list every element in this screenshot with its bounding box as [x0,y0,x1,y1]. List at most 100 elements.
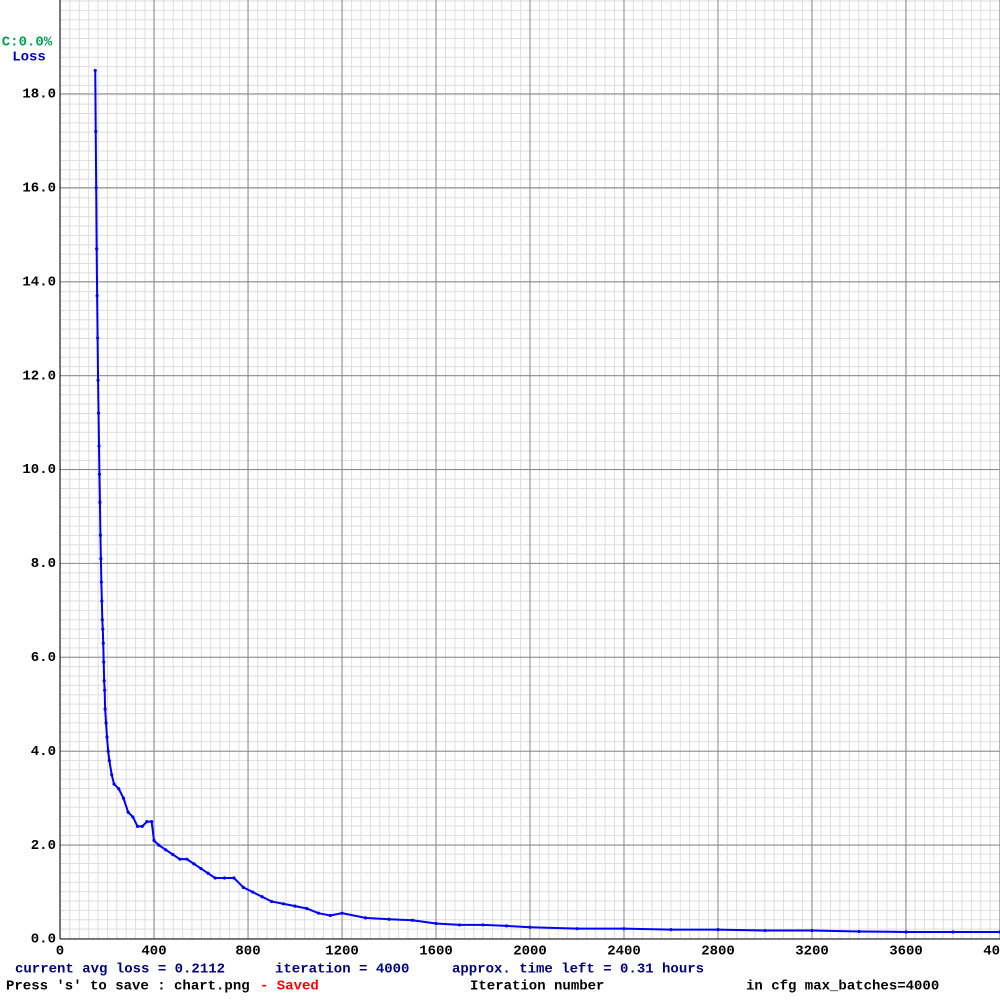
x-tick-label: 3200 [795,944,829,960]
iteration-status: iteration = 4000 [275,962,409,978]
loss-point [951,930,955,934]
x-axis-label: Iteration number [470,979,604,995]
y-tick-label: 18.0 [22,87,56,103]
loss-point [206,871,210,875]
accuracy-label: C:0.0% [2,35,53,51]
loss-point [96,378,100,382]
loss-point [106,749,110,753]
loss-point [145,820,149,824]
loss-point [96,411,101,415]
loss-point [131,815,135,819]
saved-status: - Saved [260,979,319,995]
loss-point [95,294,99,298]
loss-point [104,721,108,725]
loss-point [340,911,344,915]
loss-line [94,70,1000,933]
loss-point [504,924,509,928]
loss-point [199,866,203,871]
loss-point [241,885,245,889]
x-tick-label: 800 [235,944,260,960]
loss-point [305,906,309,911]
loss-point [260,895,264,899]
loss-point [575,927,579,931]
loss-point [281,902,285,906]
y-tick-label: 16.0 [22,181,56,197]
loss-point [387,917,391,921]
loss-point [178,857,182,861]
loss-point [100,618,104,622]
loss-point [117,787,121,791]
loss-point [716,928,720,932]
loss-point [94,129,98,134]
loss-point [232,876,236,880]
x-tick-label: 2000 [513,944,547,960]
loss-point [269,899,274,904]
y-tick-label: 14.0 [22,274,56,290]
loss-point [293,904,297,908]
loss-point [316,911,321,915]
loss-point [95,247,99,251]
loss-point [140,824,144,828]
loss-point [164,848,168,852]
loss-point [528,925,532,929]
loss-point [857,929,861,934]
loss-point [904,930,908,934]
loss-point [150,820,154,824]
x-tick-label: 0 [56,944,64,960]
y-tick-label: 10.0 [22,462,56,478]
max-batches: in cfg max_batches=4000 [746,979,939,995]
y-tick-label: 4.0 [31,744,56,760]
loss-point [102,679,106,683]
y-axis-label: Loss [12,50,46,66]
y-tick-label: 0.0 [31,932,56,948]
x-tick-label: 1600 [419,944,453,960]
y-tick-label: 8.0 [31,556,56,572]
loss-point [434,921,438,926]
loss-point [98,533,103,537]
loss-point [810,928,814,933]
loss-point [98,500,102,504]
avg-loss: current avg loss = 0.2112 [15,962,225,978]
x-tick-label: 2800 [701,944,735,960]
loss-point [669,928,673,932]
time-left: approx. time left = 0.31 hours [452,962,704,978]
x-tick-label: 3600 [889,944,923,960]
x-tick-label: 400 [141,944,166,960]
loss-point [410,918,415,922]
loss-point [222,876,227,880]
loss-point [93,68,97,73]
loss-point [171,852,175,857]
loss-point [622,927,626,931]
loss-point [251,890,255,894]
x-tick-label: 2400 [607,944,641,960]
loss-point [110,773,114,777]
loss-point [99,580,103,584]
y-tick-label: 6.0 [31,650,56,666]
loss-point [763,928,767,933]
loss-point [481,923,485,927]
x-tick-label: 1200 [325,944,359,960]
loss-point [103,688,107,692]
loss-point [102,660,106,664]
loss-point [96,336,100,340]
loss-point [457,923,462,927]
loss-point [152,838,156,843]
loss-point [97,444,101,448]
save-hint: Press 's' to save : chart.png [6,979,250,995]
loss-point [185,857,189,861]
loss-point [121,796,126,800]
loss-point [101,641,105,645]
loss-point [112,782,116,786]
loss-point [126,810,130,814]
loss-point [363,916,368,920]
loss-point [103,707,107,711]
loss-point [99,557,103,561]
y-tick-label: 12.0 [22,368,56,384]
loss-point [100,599,104,603]
loss-point [135,824,140,828]
loss-point [94,186,98,190]
y-tick-label: 2.0 [31,838,56,854]
loss-point [97,472,102,476]
loss-point [101,627,105,631]
